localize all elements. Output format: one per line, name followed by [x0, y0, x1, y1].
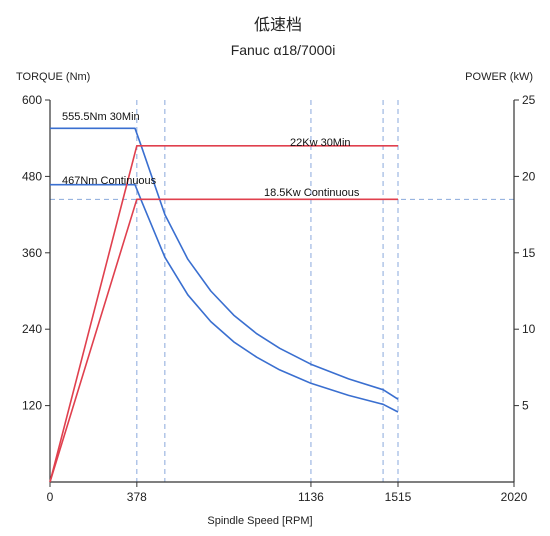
y-left-axis-label: TORQUE (Nm)	[16, 71, 90, 83]
series-label-2: 22Kw 30Min	[290, 137, 351, 149]
chart-subtitle: Fanuc α18/7000i	[231, 42, 336, 58]
y-right-tick-label-0: 5	[522, 399, 529, 413]
chart-title: 低速档	[254, 15, 302, 34]
series-line-3	[49, 198, 398, 483]
x-tick-label-2: 1136	[298, 490, 324, 504]
y-right-tick-label-2: 15	[522, 246, 536, 260]
x-tick-label-4: 2020	[501, 490, 528, 504]
series-line-0	[50, 127, 399, 400]
plot-area: 0 378 1136 1515 2020 120 240 360 480 600 5 10 15 20 25…	[22, 93, 536, 504]
y-right-tick-label-3: 20	[522, 169, 536, 183]
series-line-1	[50, 183, 399, 413]
x-tick-label-1: 378	[127, 490, 147, 504]
y-right-tick-label-1: 10	[522, 322, 536, 336]
y-left-tick-label-4: 600	[22, 93, 42, 107]
y-right-tick-label-4: 25	[522, 93, 536, 107]
x-axis-label: Spindle Speed [RPM]	[207, 515, 312, 527]
series-label-1: 467Nm Continuous	[62, 175, 157, 187]
y-left-tick-label-0: 120	[22, 399, 42, 413]
y-right-axis-label: POWER (kW)	[465, 71, 533, 83]
series-line-2	[49, 145, 398, 483]
y-left-tick-label-1: 240	[22, 322, 42, 336]
series-label-3: 18.5Kw Continuous	[264, 187, 360, 199]
y-left-tick-label-3: 480	[22, 169, 42, 183]
series-label-0: 555.5Nm 30Min	[62, 111, 140, 123]
y-left-tick-label-2: 360	[22, 246, 42, 260]
x-tick-label-0: 0	[47, 490, 54, 504]
x-tick-label-3: 1515	[385, 490, 412, 504]
